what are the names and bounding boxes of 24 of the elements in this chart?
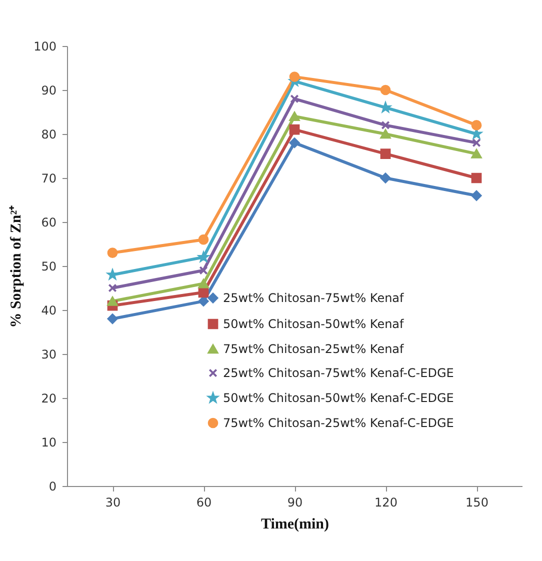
legend-label: 25wt% Chitosan-75wt% Kenaf-C-EDGE (223, 366, 454, 380)
y-tick-label: 70 (41, 172, 56, 186)
x-tick-label: 90 (287, 496, 303, 510)
legend-label: 75wt% Chitosan-25wt% Kenaf-C-EDGE (223, 416, 454, 430)
y-tick-label: 80 (41, 128, 56, 142)
legend-label: 75wt% Chitosan-25wt% Kenaf (223, 342, 405, 356)
y-tick-label: 10 (41, 436, 56, 450)
y-tick-label: 0 (48, 480, 56, 494)
x-tick-label: 60 (196, 496, 212, 510)
legend-label: 50wt% Chitosan-50wt% Kenaf-C-EDGE (223, 391, 454, 405)
legend-label: 25wt% Chitosan-75wt% Kenaf (223, 291, 405, 305)
x-tick-label: 120 (374, 496, 398, 510)
y-tick-label: 90 (41, 84, 56, 98)
x-tick-label: 150 (466, 496, 488, 510)
y-tick-label: 60 (41, 216, 56, 230)
x-axis-title: Time(min) (260, 516, 330, 532)
x-tick-label: 30 (105, 496, 121, 510)
y-tick-label: 30 (41, 348, 56, 362)
y-tick-label: 40 (41, 304, 56, 318)
y-tick-label: 100 (34, 40, 56, 54)
y-axis-title: % Sorption of Zn²⁺ (8, 205, 25, 328)
legend-label: 50wt% Chitosan-50wt% Kenaf (223, 317, 405, 331)
y-tick-label: 20 (41, 392, 56, 406)
y-tick-label: 50 (41, 260, 56, 274)
